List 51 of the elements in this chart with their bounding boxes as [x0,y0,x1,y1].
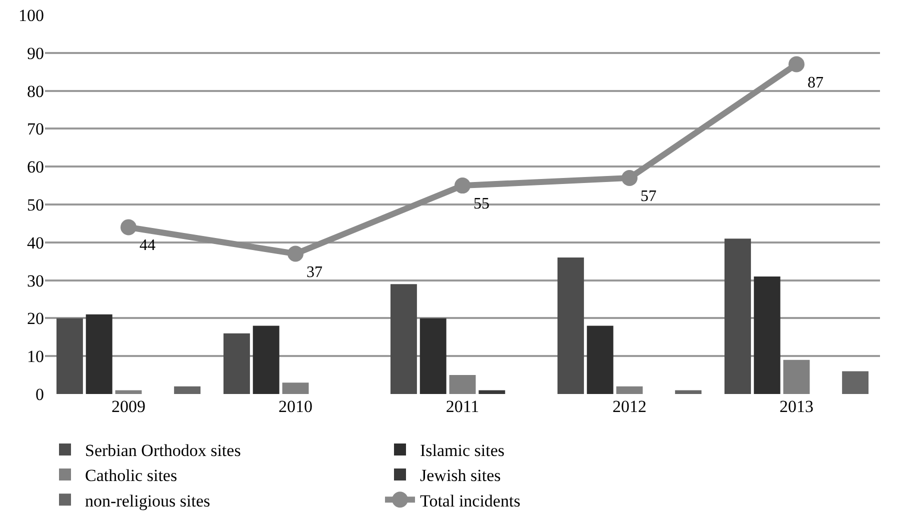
y-tick-label: 80 [27,82,44,101]
y-tick-label: 30 [27,271,44,290]
x-tick-label: 2012 [612,397,646,416]
point [288,246,304,262]
legend-label: Catholic sites [85,466,178,486]
bar [252,326,280,394]
x-tick-label: 2009 [112,397,146,416]
data-label: 87 [808,74,824,92]
y-tick-label: 60 [27,158,44,177]
legend-label: Islamic sites [420,441,505,460]
bar [115,390,142,394]
point [454,178,470,194]
bar [56,318,83,394]
bar [223,333,250,394]
data-label: 37 [306,264,322,281]
bar [557,258,584,394]
y-tick-label: 0 [36,384,44,404]
legend-label: Jewish sites [420,466,501,486]
bar [174,386,201,394]
bar [478,390,506,394]
point [788,56,804,72]
bar [675,390,702,394]
data-label: 44 [140,237,156,254]
bar [842,371,869,394]
bar [86,314,112,394]
legend-label: non-religious sites [85,491,210,510]
bar [420,318,446,394]
legend-label: Serbian Orthodox sites [85,441,241,460]
bar [586,326,614,394]
y-tick-label: 70 [27,120,44,139]
bar [783,360,810,394]
y-tick-label: 20 [27,309,44,328]
bar [390,284,417,394]
bar [449,375,476,394]
x-tick-label: 2013 [780,397,814,416]
bar [754,276,780,394]
y-tick-label: 90 [27,44,44,63]
bar [616,386,643,394]
y-tick-label: 100 [18,6,44,25]
y-tick-label: 40 [27,233,44,252]
data-label: 55 [474,196,490,213]
y-tick-label: 10 [27,347,44,366]
x-tick-label: 2011 [446,397,480,416]
x-tick-label: 2010 [278,397,312,416]
legend-label: Total incidents [420,491,520,510]
point [120,219,136,236]
bar [724,238,751,394]
bar [282,382,309,394]
point [622,170,638,186]
data-label: 57 [640,188,656,205]
y-tick-label: 50 [27,195,44,214]
